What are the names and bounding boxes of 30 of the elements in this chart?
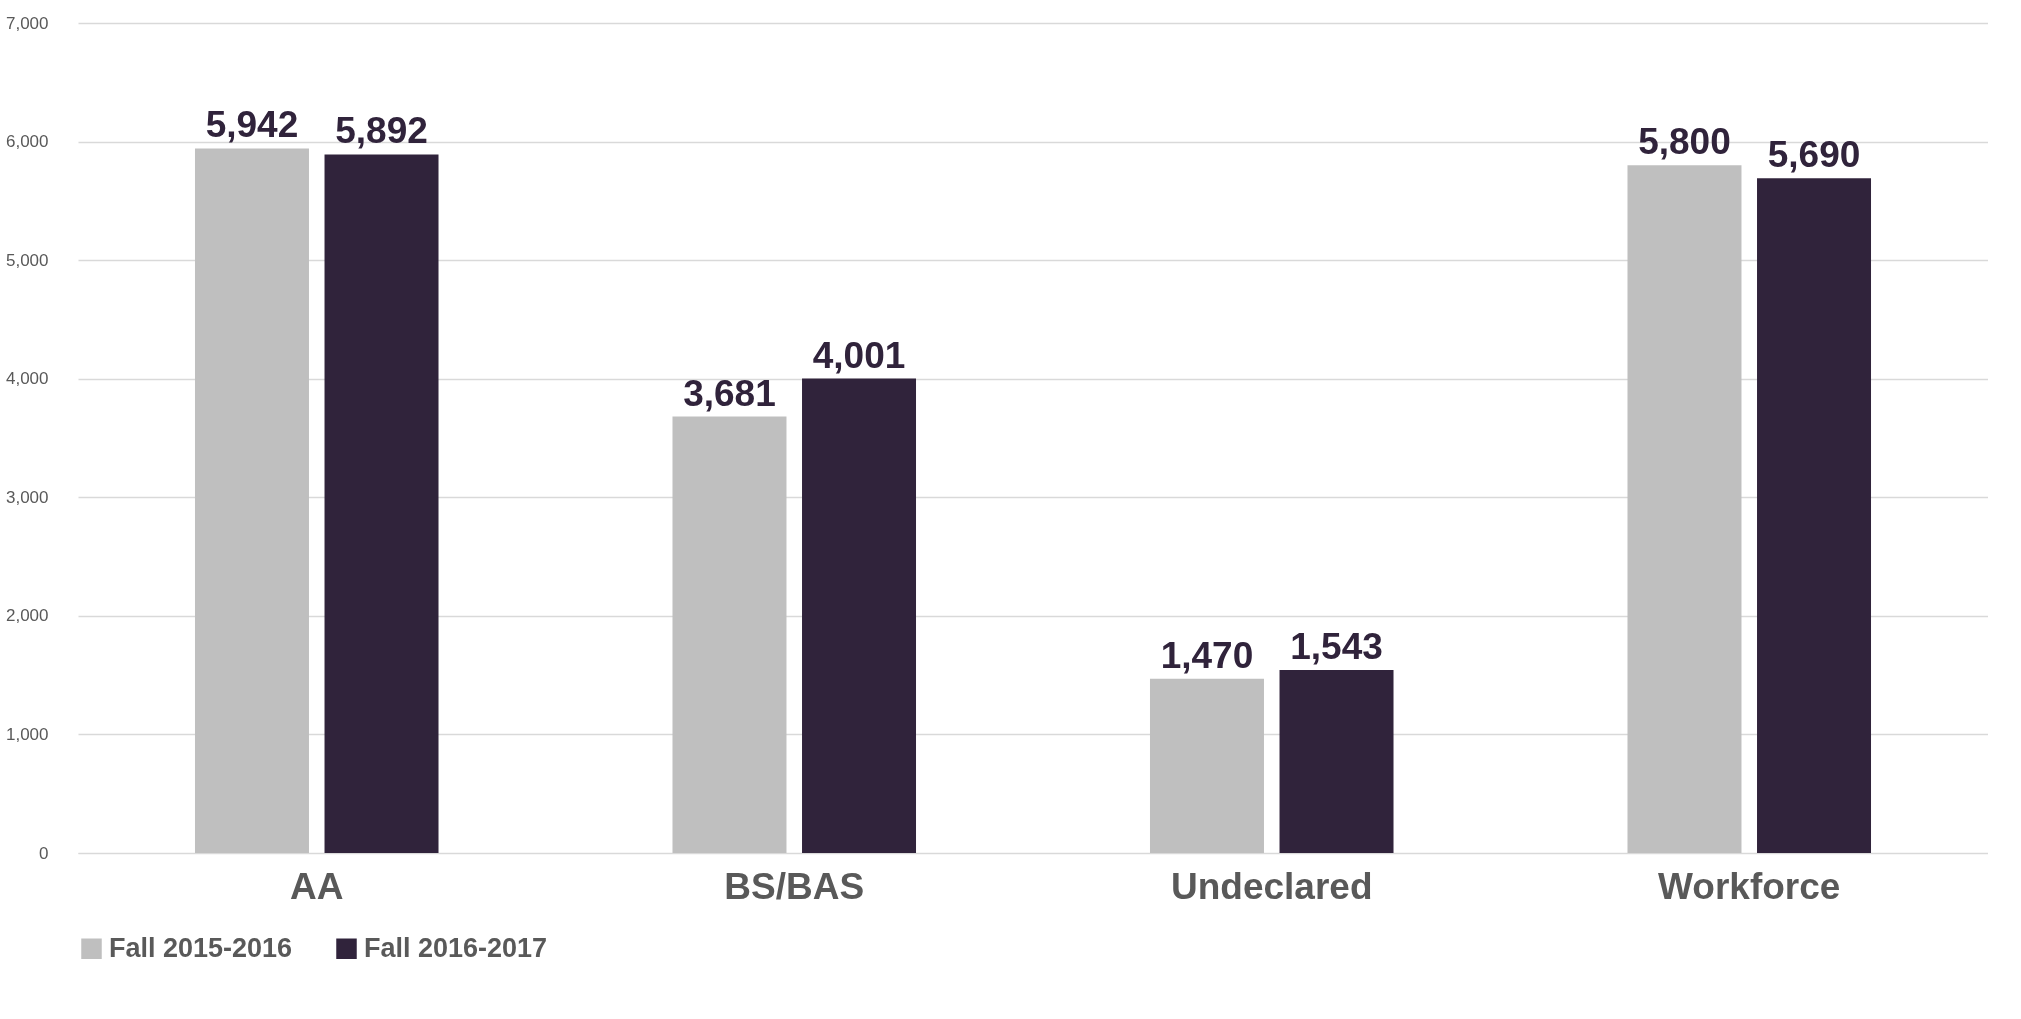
- y-tick-label: 7,000: [5, 13, 49, 33]
- legend-label: Fall 2016-2017: [364, 932, 548, 963]
- y-tick-label: 2,000: [5, 606, 49, 626]
- x-tick-label: Undeclared: [1170, 865, 1373, 907]
- bar: [194, 148, 309, 853]
- data-label: 5,800: [1638, 121, 1731, 163]
- data-label: 3,681: [683, 372, 776, 414]
- y-tick-label: 1,000: [5, 724, 49, 744]
- data-label: 5,942: [205, 104, 299, 146]
- data-label: 1,543: [1290, 626, 1383, 668]
- data-label: 5,892: [335, 110, 428, 152]
- bar: [802, 378, 917, 853]
- bar: [1757, 178, 1872, 853]
- y-tick-label: 6,000: [5, 132, 49, 152]
- bar: [672, 416, 787, 853]
- legend-label: Fall 2015-2016: [109, 932, 293, 963]
- x-tick-label: AA: [290, 865, 344, 907]
- data-label: 5,690: [1767, 134, 1861, 176]
- bar: [1149, 678, 1264, 853]
- y-tick-label: 3,000: [5, 487, 49, 507]
- y-tick-label: 0: [39, 843, 49, 863]
- y-tick-label: 4,000: [5, 369, 49, 389]
- bar: [324, 154, 439, 853]
- data-label: 1,470: [1160, 634, 1254, 676]
- x-tick-label: Workforce: [1658, 865, 1841, 907]
- bar: [1627, 165, 1742, 853]
- y-tick-label: 5,000: [5, 250, 49, 270]
- x-tick-label: BS/BAS: [724, 865, 865, 907]
- data-label: 4,001: [812, 334, 906, 376]
- bar: [1279, 670, 1394, 853]
